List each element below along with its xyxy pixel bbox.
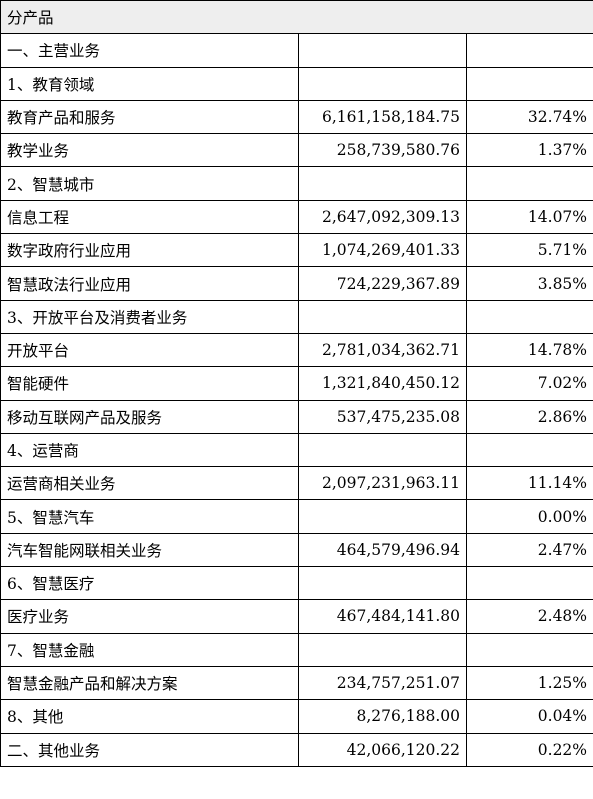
percent-cell: [465, 166, 593, 201]
amount-cell: [298, 632, 467, 667]
percent-cell: [465, 66, 593, 101]
table-header-row: 分产品: [0, 0, 593, 35]
table-row: 智慧金融产品和解决方案 234,757,251.07 1.25%: [0, 665, 593, 701]
table-row: 智慧政法行业应用 724,229,367.89 3.85%: [0, 266, 593, 301]
item-name-cell: 二、其他业务: [0, 732, 299, 767]
amount-cell: [298, 499, 467, 534]
table-row: 二、其他业务 42,066,120.22 0.22%: [0, 732, 593, 767]
amount-cell: 1,321,840,450.12: [298, 366, 467, 401]
table-row: 智能硬件 1,321,840,450.12 7.02%: [0, 366, 593, 401]
amount-cell: 234,757,251.07: [298, 665, 467, 701]
amount-cell: 724,229,367.89: [298, 266, 467, 301]
amount-cell: [298, 166, 467, 201]
percent-cell: 3.85%: [465, 266, 593, 301]
item-name-cell: 信息工程: [0, 199, 299, 235]
amount-cell: 2,647,092,309.13: [298, 199, 467, 235]
amount-cell: 8,276,188.00: [298, 699, 467, 734]
percent-cell: 7.02%: [465, 366, 593, 401]
item-name-cell: 医疗业务: [0, 599, 299, 634]
item-name-cell: 汽车智能网联相关业务: [0, 532, 299, 568]
item-name-cell: 3、开放平台及消费者业务: [0, 299, 299, 334]
percent-cell: [465, 632, 593, 667]
table-row: 数字政府行业应用 1,074,269,401.33 5.71%: [0, 233, 593, 268]
item-name-cell: 教育产品和服务: [0, 99, 299, 135]
table-row: 医疗业务 467,484,141.80 2.48%: [0, 599, 593, 634]
table-row: 开放平台 2,781,034,362.71 14.78%: [0, 332, 593, 368]
amount-cell: 537,475,235.08: [298, 399, 467, 434]
table-row: 教育产品和服务 6,161,158,184.75 32.74%: [0, 99, 593, 135]
percent-cell: 14.07%: [465, 199, 593, 235]
item-name-cell: 一、主营业务: [0, 33, 299, 68]
amount-cell: [298, 432, 467, 468]
percent-cell: 2.47%: [465, 532, 593, 568]
amount-cell: 464,579,496.94: [298, 532, 467, 568]
percent-cell: [465, 566, 593, 601]
table-row: 4、运营商: [0, 432, 593, 468]
table-row: 7、智慧金融: [0, 632, 593, 667]
item-name-cell: 5、智慧汽车: [0, 499, 299, 534]
item-name-cell: 智慧政法行业应用: [0, 266, 299, 301]
percent-cell: 0.04%: [465, 699, 593, 734]
item-name-cell: 4、运营商: [0, 432, 299, 468]
table-row: 汽车智能网联相关业务 464,579,496.94 2.47%: [0, 532, 593, 568]
product-revenue-table: 分产品 一、主营业务 1、教育领域 教育产品和服务 6,161,158,184.75 3…: [0, 0, 593, 767]
table-row: 8、其他 8,276,188.00 0.04%: [0, 699, 593, 734]
table-row: 2、智慧城市: [0, 166, 593, 201]
table-row: 教学业务 258,739,580.76 1.37%: [0, 133, 593, 168]
amount-cell: [298, 33, 467, 68]
amount-cell: 1,074,269,401.33: [298, 233, 467, 268]
percent-cell: 2.48%: [465, 599, 593, 634]
item-name-cell: 7、智慧金融: [0, 632, 299, 667]
item-name-cell: 8、其他: [0, 699, 299, 734]
percent-cell: 0.00%: [465, 499, 593, 534]
amount-cell: 42,066,120.22: [298, 732, 467, 767]
percent-cell: 2.86%: [465, 399, 593, 434]
table-row: 信息工程 2,647,092,309.13 14.07%: [0, 199, 593, 235]
item-name-cell: 智慧金融产品和解决方案: [0, 665, 299, 701]
item-name-cell: 开放平台: [0, 332, 299, 368]
item-name-cell: 数字政府行业应用: [0, 233, 299, 268]
item-name-cell: 智能硬件: [0, 366, 299, 401]
item-name-cell: 教学业务: [0, 133, 299, 168]
table-row: 3、开放平台及消费者业务: [0, 299, 593, 334]
item-name-cell: 移动互联网产品及服务: [0, 399, 299, 434]
table-row: 5、智慧汽车 0.00%: [0, 499, 593, 534]
table-row: 一、主营业务: [0, 33, 593, 68]
item-name-cell: 运营商相关业务: [0, 466, 299, 501]
amount-cell: [298, 66, 467, 101]
percent-cell: [465, 33, 593, 68]
item-name-cell: 6、智慧医疗: [0, 566, 299, 601]
percent-cell: 1.37%: [465, 133, 593, 168]
amount-cell: 467,484,141.80: [298, 599, 467, 634]
table-row: 移动互联网产品及服务 537,475,235.08 2.86%: [0, 399, 593, 434]
table-body: 分产品 一、主营业务 1、教育领域 教育产品和服务 6,161,158,184.75 3…: [0, 0, 593, 767]
percent-cell: 5.71%: [465, 233, 593, 268]
percent-cell: [465, 432, 593, 468]
percent-cell: 0.22%: [465, 732, 593, 767]
amount-cell: 2,097,231,963.11: [298, 466, 467, 501]
percent-cell: 32.74%: [465, 99, 593, 135]
amount-cell: [298, 299, 467, 334]
percent-cell: 11.14%: [465, 466, 593, 501]
item-name-cell: 2、智慧城市: [0, 166, 299, 201]
amount-cell: 6,161,158,184.75: [298, 99, 467, 135]
percent-cell: 1.25%: [465, 665, 593, 701]
amount-cell: 2,781,034,362.71: [298, 332, 467, 368]
percent-cell: 14.78%: [465, 332, 593, 368]
amount-cell: 258,739,580.76: [298, 133, 467, 168]
section-title: 分产品: [0, 0, 593, 35]
table-row: 1、教育领域: [0, 66, 593, 101]
item-name-cell: 1、教育领域: [0, 66, 299, 101]
table-row: 6、智慧医疗: [0, 566, 593, 601]
percent-cell: [465, 299, 593, 334]
amount-cell: [298, 566, 467, 601]
table-row: 运营商相关业务 2,097,231,963.11 11.14%: [0, 466, 593, 501]
